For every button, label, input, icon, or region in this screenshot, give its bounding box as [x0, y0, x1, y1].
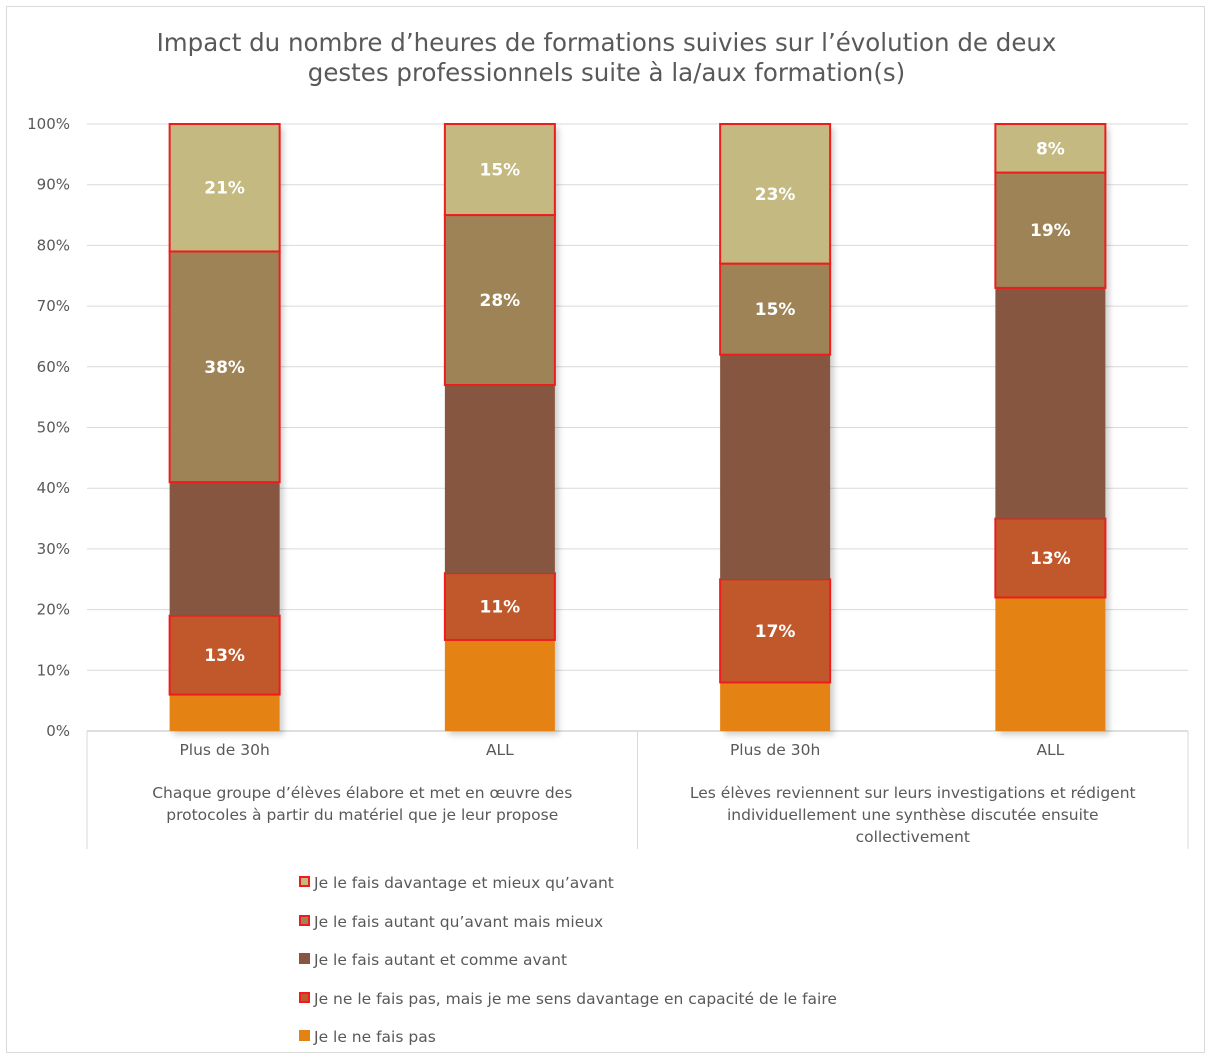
legend-label: Je le fais autant qu’avant mais mieux: [314, 912, 604, 931]
bar-segment: [719, 123, 832, 265]
legend-swatch: [299, 876, 310, 887]
x-group-label: individuellement une synthèse discutée e…: [727, 806, 1099, 824]
bar-segment: [995, 597, 1106, 731]
bar-segment: [995, 287, 1106, 519]
y-tick-label: 50%: [37, 419, 70, 437]
legend-item: Je le fais autant et comme avant: [299, 950, 567, 970]
bar-segment: [169, 694, 280, 731]
data-label: 17%: [755, 622, 796, 642]
y-tick-label: 10%: [37, 661, 70, 679]
x-category-label: ALL: [1036, 741, 1064, 759]
chart-title-line-1: Impact du nombre d’heures de formations …: [156, 28, 1057, 57]
bar-segment: [443, 572, 556, 641]
data-label: 15%: [480, 161, 521, 181]
data-label: 11%: [480, 598, 521, 618]
bar-segment: [168, 614, 281, 696]
bar-segment: [719, 262, 832, 356]
legend-swatch: [299, 914, 310, 926]
legend-swatch: [299, 1030, 310, 1041]
bar-segment: [720, 682, 831, 731]
data-label: 23%: [755, 185, 796, 205]
x-group-label: protocoles à partir du matériel que je l…: [166, 806, 558, 824]
y-tick-label: 90%: [37, 176, 70, 194]
y-tick-label: 80%: [37, 236, 70, 254]
y-tick-label: 70%: [37, 297, 70, 315]
legend-item: Je le fais davantage et mieux qu’avant: [299, 873, 614, 893]
bar-segment: [168, 123, 281, 253]
y-tick-label: 60%: [37, 358, 70, 376]
legend-swatch: [299, 953, 310, 964]
y-tick-label: 0%: [46, 722, 70, 740]
y-tick-label: 40%: [37, 479, 70, 497]
chart-title: Impact du nombre d’heures de formations …: [0, 28, 1213, 88]
data-label: 13%: [1030, 549, 1071, 569]
y-tick-label: 20%: [37, 601, 70, 619]
chart-title-line-2: gestes professionnels suite à la/aux for…: [307, 58, 906, 87]
x-category-label: ALL: [486, 741, 514, 759]
legend-item: Je ne le fais pas, mais je me sens davan…: [299, 989, 837, 1009]
bar-segment: [994, 123, 1107, 174]
data-label: 21%: [204, 179, 245, 199]
x-category-label: Plus de 30h: [730, 741, 820, 759]
bar-segment: [444, 639, 555, 731]
x-category-label: Plus de 30h: [179, 741, 269, 759]
x-group-label: Les élèves reviennent sur leurs investig…: [690, 784, 1136, 802]
bar-segment: [443, 214, 556, 387]
x-group-label: collectivement: [856, 828, 970, 846]
y-tick-label: 30%: [37, 540, 70, 558]
y-tick-label: 100%: [27, 115, 70, 133]
legend-label: Je le fais davantage et mieux qu’avant: [314, 874, 614, 892]
data-label: 19%: [1030, 221, 1071, 241]
legend-item: Je le ne fais pas: [299, 1027, 436, 1047]
legend-item: Je le fais autant qu’avant mais mieux: [299, 912, 603, 932]
bar-segment: [443, 123, 556, 217]
legend-label: Je le fais autant et comme avant: [314, 951, 568, 969]
bar-segment: [719, 578, 832, 684]
bar-segment: [444, 385, 555, 574]
bar-segment: [168, 250, 281, 484]
legend-label: Je ne le fais pas, mais je me sens davan…: [314, 989, 837, 1008]
legend-swatch: [299, 991, 310, 1003]
bar-segment: [994, 517, 1107, 599]
bar-segment: [720, 354, 831, 580]
data-label: 38%: [204, 358, 245, 378]
data-label: 13%: [204, 646, 245, 666]
data-label: 8%: [1036, 139, 1065, 159]
x-group-label: Chaque groupe d’élèves élabore et met en…: [152, 784, 572, 802]
legend-label: Je le ne fais pas: [314, 1028, 436, 1046]
data-label: 28%: [480, 291, 521, 311]
bar-segment: [169, 482, 280, 616]
data-label: 15%: [755, 300, 796, 320]
